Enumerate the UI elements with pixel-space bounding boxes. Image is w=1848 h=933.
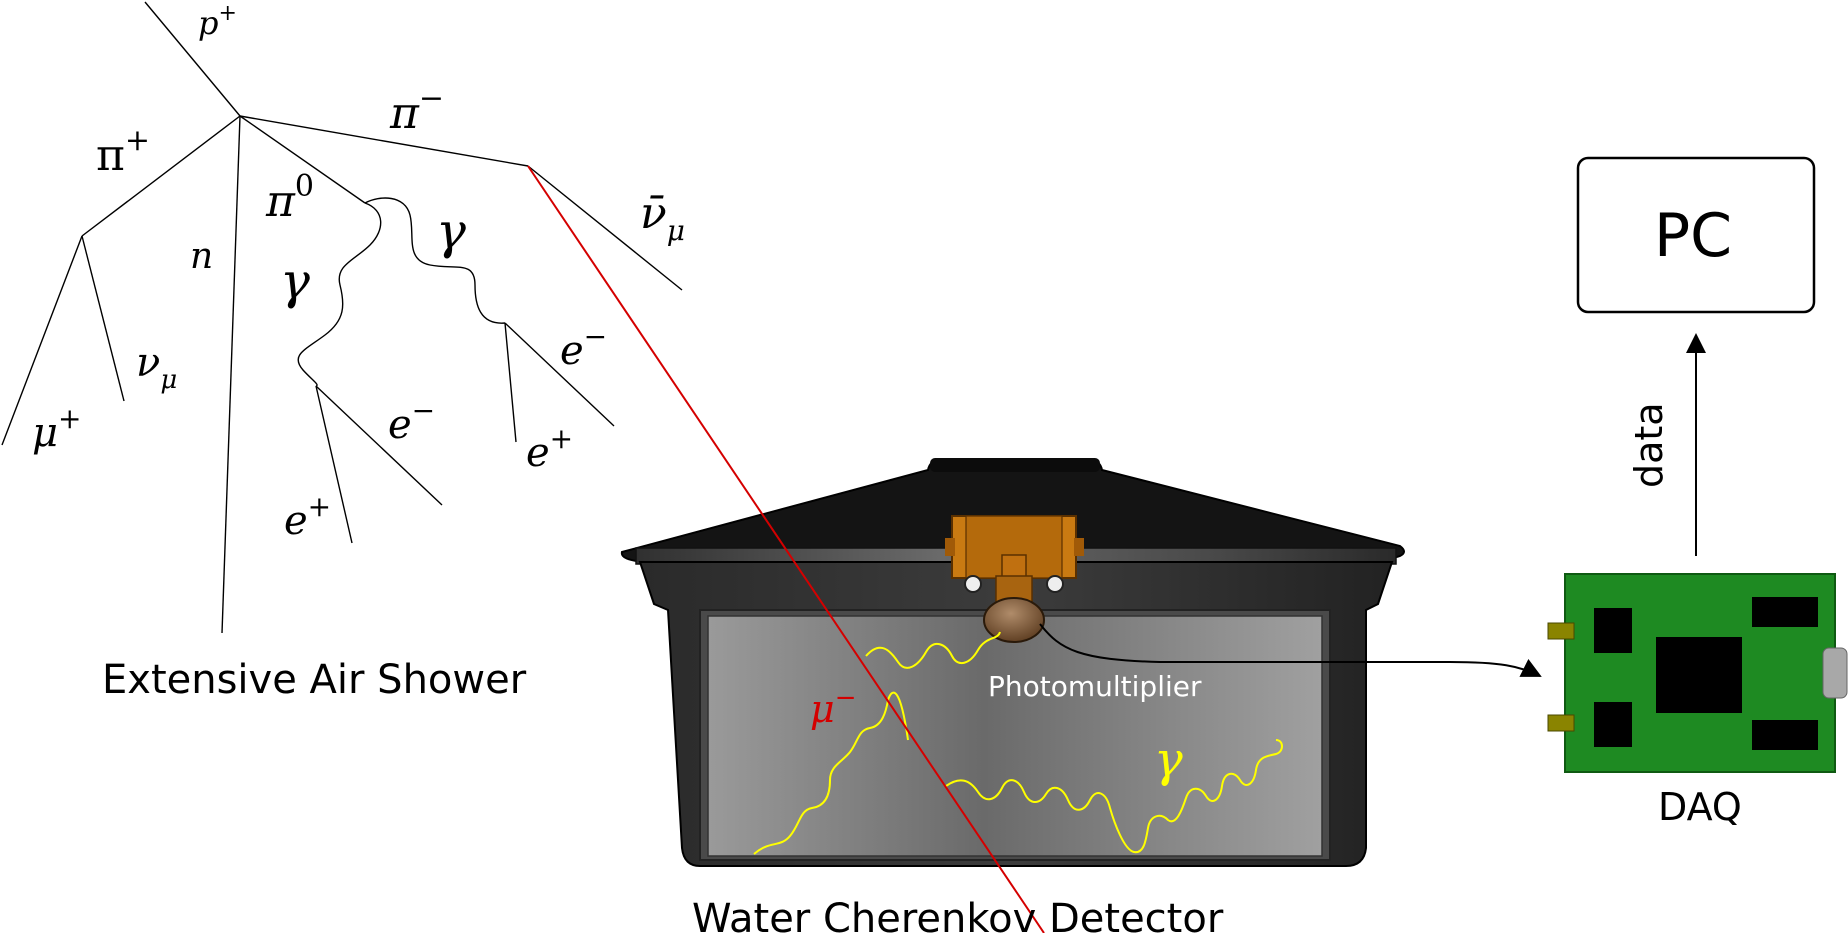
- muon-minus-label: μ−: [810, 683, 857, 731]
- pi-zero-label: π0: [265, 169, 314, 227]
- electron-left-track: [315, 385, 443, 506]
- proton-track: [144, 1, 241, 117]
- gamma-left-label: γ: [280, 252, 310, 310]
- gamma-right-wave: [364, 197, 506, 324]
- pmt-label: Photomultiplier: [988, 670, 1202, 703]
- neutrino-mu-track: [81, 235, 125, 402]
- pmt-housing: [945, 515, 1084, 607]
- connector-top-icon: [1547, 622, 1575, 640]
- antineutrino-label: ν̄μ: [640, 188, 685, 247]
- pi-minus-label: π−: [389, 81, 444, 139]
- muon-plus-label: μ+: [32, 402, 81, 456]
- bolt-left-icon: [964, 575, 982, 593]
- chip-bottom-left-icon: [1594, 702, 1632, 747]
- muon-track: [527, 165, 1045, 933]
- photon-bottom-long: [945, 739, 1283, 854]
- shower-caption: Extensive Air Shower: [102, 657, 527, 703]
- side-port-icon: [1822, 647, 1848, 699]
- daq-label: DAQ: [1658, 785, 1742, 829]
- chip-top-left-icon: [1594, 608, 1632, 653]
- detector-caption: Water Cherenkov Detector: [692, 896, 1224, 933]
- particle-labels: p+ π+ π− π0 n γ γ ν̄μ νμ μ+ e− e+ e− e+: [32, 1, 685, 544]
- pc-label: PC: [1654, 201, 1732, 271]
- electron-right-label: e−: [560, 320, 607, 374]
- daq-board: [1547, 573, 1848, 773]
- antineutrino-track: [527, 165, 683, 291]
- pi-minus-track: [239, 115, 529, 167]
- muon-plus-track: [1, 235, 83, 446]
- water-tank: [620, 458, 1405, 867]
- bolt-right-icon: [1046, 575, 1064, 593]
- pi-plus-track: [81, 115, 241, 237]
- proton-label: p+: [198, 1, 237, 42]
- chip-top-right-icon: [1752, 597, 1818, 627]
- pc-box: [1576, 156, 1816, 314]
- photon-gamma-label: γ: [1154, 732, 1183, 788]
- pmt-to-daq-arrow: [1039, 623, 1542, 677]
- neutron-label: n: [190, 236, 213, 277]
- electron-right-track: [504, 322, 615, 427]
- positron-left-track: [315, 385, 353, 544]
- lid-cap: [930, 458, 1100, 472]
- connector-bottom-icon: [1547, 714, 1575, 732]
- photon-to-pmt: [865, 631, 1001, 669]
- positron-right-label: e+: [526, 422, 573, 476]
- chip-main-icon: [1656, 637, 1742, 713]
- water-volume: [707, 615, 1323, 857]
- photomultiplier-bulb: [983, 597, 1045, 643]
- chip-bottom-right-icon: [1752, 720, 1818, 750]
- gamma-right-label: γ: [436, 202, 466, 260]
- neutron-track: [221, 115, 241, 634]
- pi-zero-track: [239, 115, 366, 204]
- positron-left-label: e+: [284, 490, 331, 544]
- positron-right-track: [504, 322, 517, 443]
- neutrino-mu-label: νμ: [136, 340, 177, 395]
- gamma-left-wave: [297, 202, 382, 387]
- air-shower: [1, 1, 683, 634]
- electron-left-label: e−: [388, 394, 435, 448]
- data-label: data: [1627, 402, 1671, 488]
- pi-plus-label: π+: [96, 123, 150, 181]
